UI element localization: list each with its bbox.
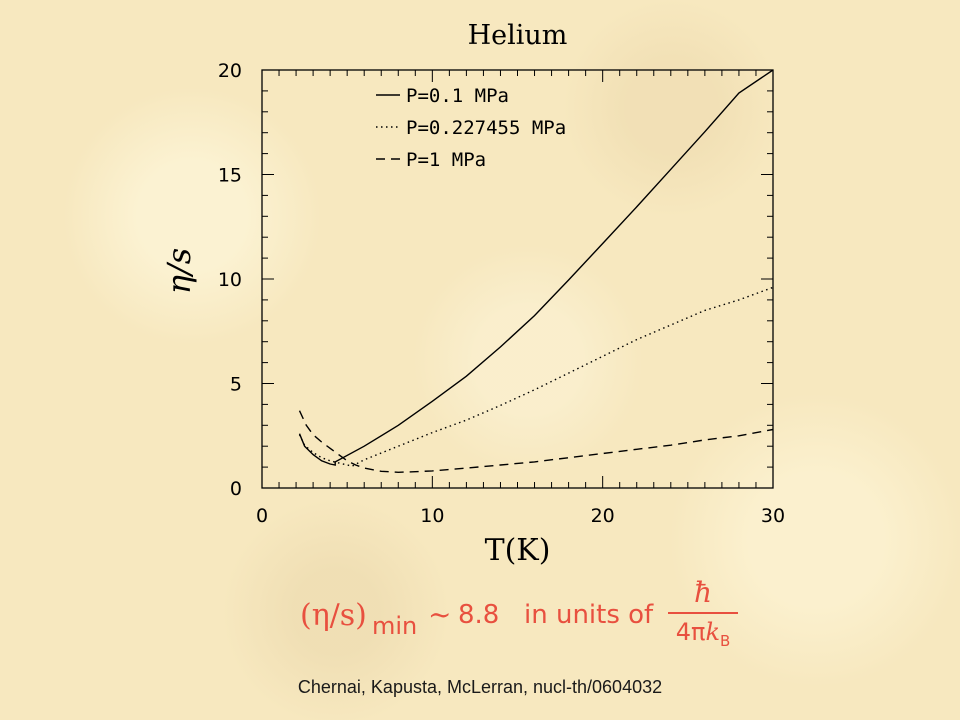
formula-denominator: 4πkB	[668, 618, 738, 655]
legend-label-1: P=0.1 MPa	[406, 85, 509, 107]
x-tick-label: 10	[420, 505, 444, 527]
formula-text: in units of	[524, 600, 654, 630]
fraction-line	[668, 612, 738, 614]
citation: Chernai, Kapusta, McLerran, nucl-th/0604…	[297, 677, 663, 697]
x-tick-label: 20	[591, 505, 615, 527]
x-tick-label: 0	[256, 505, 268, 527]
y-tick-label: 5	[230, 374, 242, 396]
y-axis-label: η/s	[160, 248, 198, 294]
x-tick-label: 30	[761, 505, 785, 527]
formula-numerator: ħ	[693, 576, 713, 609]
y-tick-label: 20	[218, 60, 242, 82]
formula-fraction: ħ 4πkB	[668, 578, 738, 655]
series-line-2	[298, 286, 774, 467]
series-line-1	[298, 69, 774, 466]
legend-label-2: P=0.227455 MPa	[406, 117, 566, 139]
chart: Helium 0 10 20 30 0 5 10 15 20 T(K) η/s P=0.1 MPa P=0…	[160, 20, 785, 568]
y-tick-label: 0	[230, 478, 242, 500]
formula-relation: ~	[428, 598, 452, 631]
legend-label-3: P=1 MPa	[406, 149, 486, 171]
denominator-sub: B	[719, 631, 731, 650]
denominator-prefix: 4π	[675, 618, 706, 646]
series-line-3	[298, 410, 774, 474]
x-axis-label: T(K)	[485, 533, 551, 568]
y-tick-label: 15	[218, 165, 242, 187]
y-tick-label: 10	[218, 269, 242, 291]
formula-lhs: (η/s)	[300, 598, 367, 633]
formula-value: 8.8	[458, 600, 500, 630]
chart-title: Helium	[468, 20, 568, 51]
denominator-var: k	[705, 618, 720, 646]
formula-subscript: min	[372, 612, 418, 640]
